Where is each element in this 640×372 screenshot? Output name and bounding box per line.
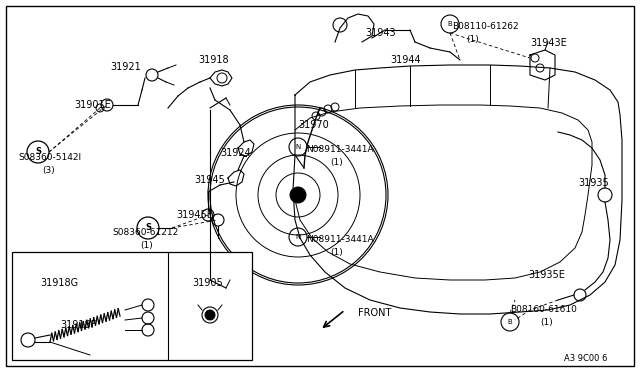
Text: A3 9C00 6: A3 9C00 6 <box>564 354 607 363</box>
Text: (1): (1) <box>140 241 153 250</box>
Text: N08911-3441A: N08911-3441A <box>306 145 374 154</box>
Circle shape <box>205 310 215 320</box>
Text: S08360-61212: S08360-61212 <box>112 228 179 237</box>
Text: B: B <box>508 319 513 325</box>
Text: 31943: 31943 <box>365 28 396 38</box>
Text: 31943E: 31943E <box>530 38 567 48</box>
Text: 31901E: 31901E <box>74 100 111 110</box>
Text: 31905: 31905 <box>192 278 223 288</box>
Text: (1): (1) <box>330 248 343 257</box>
Text: 31945: 31945 <box>194 175 225 185</box>
Text: 31935: 31935 <box>578 178 609 188</box>
Text: B08110-61262: B08110-61262 <box>452 22 518 31</box>
Text: B: B <box>447 21 452 27</box>
Text: N: N <box>296 234 301 240</box>
Text: (1): (1) <box>540 318 553 327</box>
Text: S: S <box>35 148 41 157</box>
Text: N: N <box>296 144 301 150</box>
Text: B08160-61610: B08160-61610 <box>510 305 577 314</box>
Text: 31944: 31944 <box>390 55 420 65</box>
Text: 31921: 31921 <box>110 62 141 72</box>
Text: (1): (1) <box>466 35 479 44</box>
Text: 31924: 31924 <box>220 148 251 158</box>
Text: 31918: 31918 <box>198 55 228 65</box>
Text: S08360-5142I: S08360-5142I <box>18 153 81 162</box>
Circle shape <box>290 187 306 203</box>
Text: 31945E: 31945E <box>176 210 213 220</box>
Bar <box>12 252 252 360</box>
Text: 31935E: 31935E <box>528 270 565 280</box>
Text: FRONT: FRONT <box>358 308 392 318</box>
Text: (3): (3) <box>42 166 55 175</box>
Text: 31918F: 31918F <box>60 320 96 330</box>
Text: S: S <box>145 224 151 232</box>
Text: 31918G: 31918G <box>40 278 78 288</box>
Text: (1): (1) <box>330 158 343 167</box>
Text: N08911-3441A: N08911-3441A <box>306 235 374 244</box>
Text: 31970: 31970 <box>298 120 329 130</box>
